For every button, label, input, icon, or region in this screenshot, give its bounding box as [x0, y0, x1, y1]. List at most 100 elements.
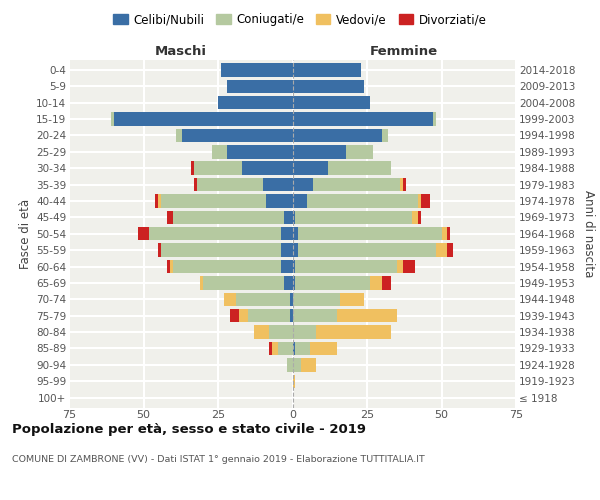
Bar: [295, 210, 412, 224]
Bar: [212, 145, 227, 158]
Text: Maschi: Maschi: [155, 46, 207, 59]
Bar: [194, 162, 242, 175]
Bar: [161, 244, 281, 257]
Bar: [328, 162, 391, 175]
Bar: [176, 128, 182, 142]
Bar: [239, 309, 248, 322]
Y-axis label: Fasce di età: Fasce di età: [19, 198, 32, 269]
Bar: [227, 80, 293, 93]
Bar: [301, 358, 316, 372]
Bar: [167, 260, 170, 274]
Bar: [281, 260, 293, 274]
Bar: [290, 292, 293, 306]
Bar: [173, 210, 284, 224]
Bar: [307, 194, 418, 207]
Bar: [310, 342, 337, 355]
Bar: [158, 194, 161, 207]
Bar: [236, 292, 290, 306]
Bar: [242, 162, 293, 175]
Bar: [254, 326, 269, 339]
Bar: [293, 210, 295, 224]
Bar: [418, 194, 421, 207]
Bar: [293, 112, 433, 126]
Bar: [281, 227, 293, 240]
Bar: [149, 227, 281, 240]
Bar: [340, 292, 364, 306]
Bar: [403, 178, 406, 192]
Bar: [224, 292, 236, 306]
Bar: [194, 178, 197, 192]
Bar: [272, 342, 278, 355]
Text: Femmine: Femmine: [370, 46, 439, 59]
Bar: [293, 162, 328, 175]
Bar: [298, 227, 442, 240]
Bar: [248, 309, 290, 322]
Bar: [412, 210, 418, 224]
Bar: [191, 162, 194, 175]
Bar: [313, 178, 400, 192]
Bar: [421, 194, 430, 207]
Bar: [114, 112, 293, 126]
Bar: [269, 342, 272, 355]
Bar: [433, 112, 436, 126]
Bar: [382, 128, 388, 142]
Bar: [448, 244, 454, 257]
Bar: [293, 80, 364, 93]
Bar: [448, 227, 451, 240]
Bar: [287, 358, 293, 372]
Bar: [263, 178, 293, 192]
Bar: [170, 260, 173, 274]
Text: COMUNE DI ZAMBRONE (VV) - Dati ISTAT 1° gennaio 2019 - Elaborazione TUTTITALIA.I: COMUNE DI ZAMBRONE (VV) - Dati ISTAT 1° …: [12, 455, 425, 464]
Bar: [290, 309, 293, 322]
Bar: [269, 326, 293, 339]
Bar: [200, 276, 203, 289]
Bar: [293, 276, 295, 289]
Bar: [293, 63, 361, 76]
Bar: [293, 96, 370, 110]
Bar: [298, 244, 436, 257]
Bar: [403, 260, 415, 274]
Bar: [293, 292, 340, 306]
Bar: [442, 227, 448, 240]
Bar: [293, 145, 346, 158]
Bar: [293, 128, 382, 142]
Bar: [293, 309, 337, 322]
Bar: [436, 244, 448, 257]
Bar: [197, 178, 263, 192]
Bar: [161, 194, 266, 207]
Bar: [218, 96, 293, 110]
Bar: [293, 374, 295, 388]
Y-axis label: Anni di nascita: Anni di nascita: [582, 190, 595, 278]
Bar: [293, 260, 295, 274]
Bar: [295, 276, 370, 289]
Bar: [397, 260, 403, 274]
Bar: [221, 63, 293, 76]
Bar: [346, 145, 373, 158]
Bar: [173, 260, 281, 274]
Bar: [293, 326, 316, 339]
Bar: [155, 194, 158, 207]
Bar: [316, 326, 391, 339]
Bar: [266, 194, 293, 207]
Bar: [293, 244, 298, 257]
Bar: [111, 112, 114, 126]
Bar: [295, 342, 310, 355]
Bar: [295, 260, 397, 274]
Bar: [293, 194, 307, 207]
Bar: [337, 309, 397, 322]
Bar: [418, 210, 421, 224]
Bar: [137, 227, 149, 240]
Bar: [167, 210, 173, 224]
Bar: [158, 244, 161, 257]
Bar: [203, 276, 284, 289]
Bar: [293, 178, 313, 192]
Bar: [293, 342, 295, 355]
Legend: Celibi/Nubili, Coniugati/e, Vedovi/e, Divorziati/e: Celibi/Nubili, Coniugati/e, Vedovi/e, Di…: [109, 8, 491, 31]
Bar: [293, 227, 298, 240]
Bar: [281, 244, 293, 257]
Bar: [370, 276, 382, 289]
Bar: [227, 145, 293, 158]
Bar: [278, 342, 293, 355]
Bar: [182, 128, 293, 142]
Bar: [382, 276, 391, 289]
